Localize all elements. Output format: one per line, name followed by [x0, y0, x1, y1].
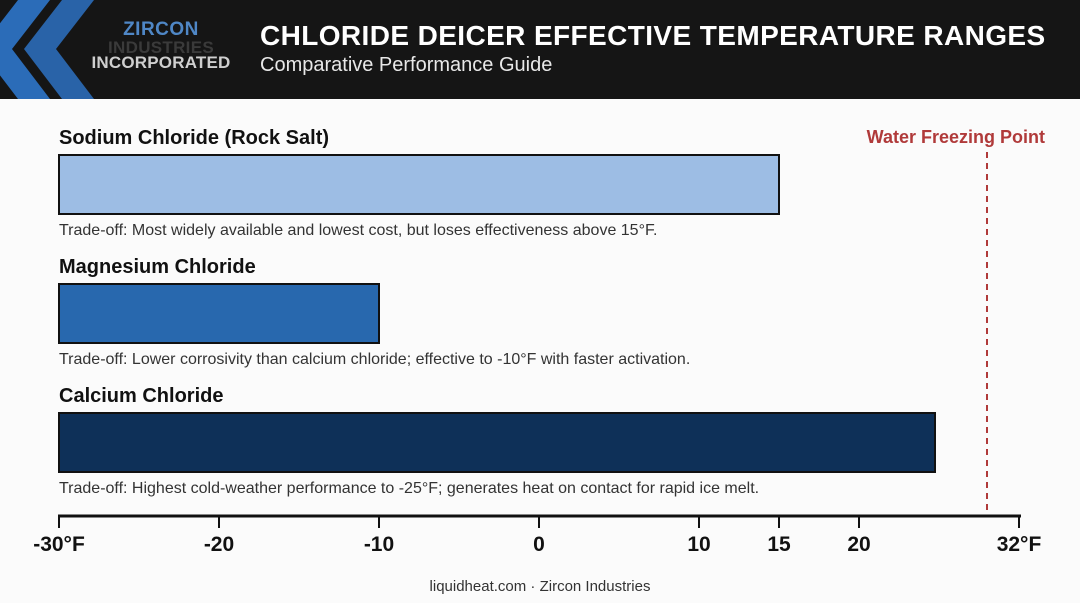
x-tick-label: 15: [767, 533, 791, 556]
brand-incorporated: INCORPORATED: [91, 53, 231, 72]
x-tick-label: -30°F: [33, 533, 85, 556]
bar-label: Magnesium Chloride: [59, 256, 256, 278]
x-tick-label: 10: [687, 533, 710, 556]
x-tick-label: -20: [204, 533, 234, 556]
brand-name: ZIRCON: [123, 19, 199, 40]
x-tick-label: -10: [364, 533, 394, 556]
bar-note: Trade-off: Highest cold-weather performa…: [59, 480, 759, 497]
bar-label: Sodium Chloride (Rock Salt): [59, 127, 329, 149]
bar: [58, 412, 936, 473]
page-subtitle: Comparative Performance Guide: [260, 54, 553, 76]
brand-logo: ZIRCON INDUSTRIES INCORPORATED: [84, 20, 238, 71]
bar-note: Trade-off: Lower corrosivity than calciu…: [59, 351, 690, 368]
reference-line-label: Water Freezing Point: [867, 127, 1045, 147]
page-title: CHLORIDE DEICER EFFECTIVE TEMPERATURE RA…: [260, 20, 1046, 51]
bar-label: Calcium Chloride: [59, 385, 223, 407]
x-tick-label: 0: [533, 533, 545, 556]
footer-credit: liquidheat.com · Zircon Industries: [429, 578, 651, 595]
brand-industries: INDUSTRIES: [108, 38, 214, 57]
bar: [58, 154, 780, 215]
brand-chevron-icon: [0, 0, 94, 99]
x-tick-label: 20: [847, 533, 870, 556]
x-tick-label: 32°F: [997, 533, 1042, 556]
header-banner: ZIRCON INDUSTRIES INCORPORATED CHLORIDE …: [0, 0, 1080, 99]
bar-note: Trade-off: Most widely available and low…: [59, 222, 657, 239]
bar: [58, 283, 380, 344]
